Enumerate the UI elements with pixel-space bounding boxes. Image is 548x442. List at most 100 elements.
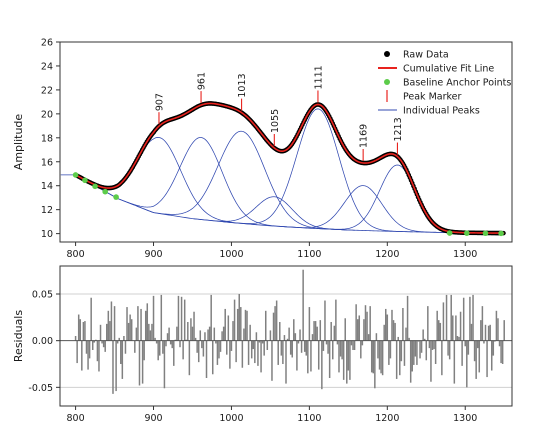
- residual-bar: [366, 311, 368, 341]
- residual-bar: [422, 329, 424, 341]
- residual-bar: [183, 299, 186, 341]
- residual-bar: [93, 340, 96, 343]
- peak-label: 961: [197, 72, 208, 90]
- residual-bar: [99, 324, 102, 341]
- residual-bar: [294, 333, 297, 341]
- residual-bar: [388, 340, 390, 365]
- residual-bar: [316, 326, 318, 341]
- residual-bar: [427, 306, 429, 341]
- residual-bar: [501, 340, 504, 364]
- legend-symbol-anchors: [384, 79, 390, 85]
- residual-bar: [389, 340, 392, 359]
- residual-bar: [141, 340, 144, 384]
- residual-bar: [378, 340, 381, 370]
- residual-bar: [148, 323, 150, 341]
- residual-bar: [425, 340, 428, 361]
- residual-bar: [244, 309, 247, 341]
- residual-bar: [439, 322, 442, 341]
- amplitude-x-tick-label: 800: [67, 249, 85, 260]
- amplitude-y-tick-label: 14: [41, 181, 53, 192]
- residual-bar: [155, 340, 158, 344]
- residual-bar: [473, 340, 476, 362]
- residual-bar: [369, 306, 371, 341]
- residual-bar: [381, 340, 384, 376]
- residual-bar: [437, 320, 440, 341]
- residual-bar: [327, 340, 329, 354]
- residual-bar: [289, 340, 292, 355]
- residual-bar: [341, 340, 343, 360]
- residual-bar: [370, 340, 373, 373]
- residual-bar: [310, 340, 312, 372]
- residual-bar: [344, 318, 346, 341]
- amplitude-plot-frame: [59, 41, 513, 243]
- residual-bar: [478, 340, 481, 373]
- residual-bar: [450, 294, 452, 341]
- residual-bar: [484, 324, 487, 341]
- residual-bar: [106, 323, 108, 341]
- residual-bar: [236, 308, 239, 341]
- residual-bar: [134, 340, 136, 353]
- legend-item-anchors: Baseline Anchor Points: [384, 78, 511, 89]
- amplitude-x-ticks: 800 900 1000 1100 1200 1300: [67, 242, 477, 260]
- residual-bar: [476, 340, 479, 349]
- residual-bar: [372, 340, 375, 374]
- residual-bar: [380, 340, 382, 374]
- residual-bar: [347, 340, 350, 371]
- residual-bar: [408, 337, 410, 341]
- residual-bar: [219, 340, 222, 352]
- residual-bar: [191, 326, 194, 341]
- residual-bar: [263, 340, 265, 356]
- residual-bar: [441, 340, 443, 376]
- residual-bar: [338, 340, 340, 373]
- residual-bar: [328, 340, 331, 378]
- residual-bar: [87, 340, 89, 370]
- residual-bar: [319, 320, 322, 341]
- residual-bar: [285, 340, 287, 384]
- residual-bar: [332, 340, 334, 360]
- residual-bar: [84, 321, 86, 341]
- residual-bar: [500, 340, 502, 364]
- residual-bar: [224, 308, 226, 341]
- amplitude-y-tick-label: 18: [41, 133, 53, 144]
- residual-bar: [497, 318, 499, 341]
- residual-bar: [480, 320, 482, 341]
- residual-bar: [207, 329, 209, 341]
- residual-bar: [307, 340, 309, 374]
- residual-bar: [448, 340, 451, 360]
- residual-bar: [82, 322, 85, 341]
- residual-bar: [230, 340, 233, 351]
- residual-bar: [498, 340, 501, 347]
- residual-bar: [197, 340, 200, 363]
- residual-bar: [96, 340, 99, 362]
- residual-bar: [459, 311, 462, 341]
- individual-peak-curve: [193, 196, 355, 231]
- residual-bar: [208, 326, 211, 341]
- residual-bar: [411, 340, 413, 372]
- residual-bar: [140, 308, 142, 341]
- residual-bar: [176, 326, 178, 341]
- amplitude-x-tick-label: 1100: [297, 249, 321, 260]
- amplitude-x-tick-label: 900: [144, 249, 162, 260]
- peak-markers: 907 961 1013 1055 1111 1169 1213: [154, 65, 404, 161]
- residual-bar: [264, 310, 267, 341]
- residual-bar: [213, 327, 216, 341]
- residual-bar: [238, 294, 240, 341]
- residuals-y-tick-label: -0.05: [28, 383, 53, 394]
- residuals-y-ticks: -0.05 0.00 0.05: [28, 290, 60, 394]
- amplitude-y-tick-label: 26: [41, 38, 53, 49]
- residual-bar: [249, 324, 251, 341]
- amplitude-panel: 800 900 1000 1100 1200 1300 10 12 14 16 18 20 22 24 2…: [12, 38, 513, 260]
- residual-bar: [79, 319, 82, 341]
- residual-bar: [247, 340, 250, 365]
- legend: Raw Data Cumulative Fit Line Baseline An…: [378, 50, 511, 117]
- residual-bar: [222, 326, 225, 341]
- residual-bar: [395, 340, 398, 379]
- amplitude-y-tick-label: 24: [41, 61, 53, 72]
- residual-bar: [163, 340, 166, 389]
- legend-label-raw: Raw Data: [403, 50, 449, 61]
- residual-bar: [433, 340, 435, 350]
- residual-bar: [160, 294, 163, 341]
- residual-bar: [342, 340, 345, 380]
- residual-bar: [405, 327, 407, 341]
- residual-bar: [216, 340, 219, 365]
